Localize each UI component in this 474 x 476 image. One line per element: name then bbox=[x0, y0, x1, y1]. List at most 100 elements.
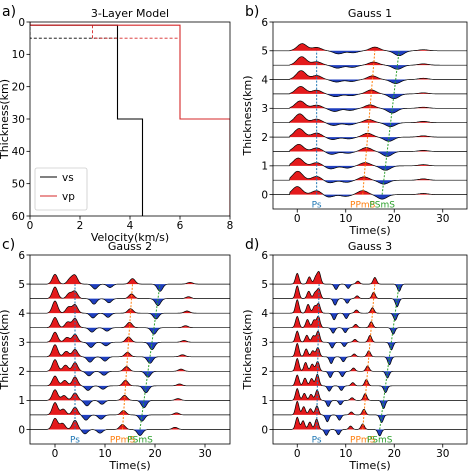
phase-label-ps: Ps bbox=[312, 201, 322, 211]
phase-label-ps: Ps bbox=[312, 436, 322, 446]
phase-label-ppms: PPmS bbox=[350, 201, 376, 211]
x-tick-label: 20 bbox=[388, 213, 401, 225]
y-tick-label: 6 bbox=[261, 250, 268, 262]
y-axis-label: Thickness(km) bbox=[0, 79, 11, 160]
x-tick-label: 10 bbox=[98, 448, 111, 460]
trace-line bbox=[273, 416, 467, 437]
series-line-vp bbox=[30, 22, 230, 216]
trace-line bbox=[30, 300, 230, 320]
phase-line-psms bbox=[381, 50, 400, 195]
x-tick-label: 0 bbox=[294, 213, 301, 225]
y-axis-label: Thickness(km) bbox=[241, 75, 254, 156]
y-tick-label: 40 bbox=[12, 146, 25, 158]
trace-line bbox=[30, 286, 230, 306]
x-tick-label: 10 bbox=[339, 448, 352, 460]
trace-line bbox=[273, 70, 467, 84]
y-tick-label: 3 bbox=[261, 337, 268, 349]
legend-label: vp bbox=[62, 191, 75, 203]
x-tick-label: 20 bbox=[148, 448, 161, 460]
trace-positive-fill bbox=[273, 171, 467, 181]
y-tick-label: 10 bbox=[12, 49, 25, 61]
y-tick-label: 1 bbox=[18, 395, 25, 407]
legend-box bbox=[34, 167, 88, 211]
trace-line bbox=[30, 417, 230, 436]
y-axis-label: Thickness(km) bbox=[241, 309, 254, 390]
trace-positive-fill bbox=[273, 113, 467, 123]
trace-positive-fill bbox=[30, 287, 230, 299]
trace-line bbox=[273, 100, 467, 114]
trace-positive-fill bbox=[30, 402, 230, 415]
x-tick-label: 0 bbox=[27, 220, 34, 232]
trace-line bbox=[273, 186, 467, 200]
trace-line bbox=[273, 400, 467, 424]
trace-line bbox=[30, 317, 230, 335]
y-tick-label: 1 bbox=[261, 161, 268, 173]
trace-positive-fill bbox=[273, 330, 467, 343]
phase-label-psms: PSmS bbox=[369, 201, 395, 211]
trace-line bbox=[273, 285, 467, 308]
phase-label-ppms: PPmS bbox=[110, 436, 136, 446]
x-tick-label: 2 bbox=[77, 220, 84, 232]
chart-title: Gauss 3 bbox=[348, 240, 392, 253]
trace-line bbox=[273, 86, 467, 100]
x-axis-label: Time(s) bbox=[348, 459, 390, 472]
trace-line bbox=[273, 143, 467, 157]
phase-label-ps: Ps bbox=[70, 436, 80, 446]
phase-label-psms: PSmS bbox=[367, 436, 393, 446]
chart-title: Gauss 2 bbox=[108, 240, 152, 253]
panel-label: b) bbox=[245, 4, 259, 20]
phase-label-psms: PSmS bbox=[127, 436, 153, 446]
y-tick-label: 3 bbox=[18, 337, 25, 349]
trace-line bbox=[30, 375, 230, 394]
trace-positive-fill bbox=[30, 332, 230, 343]
y-tick-label: 0 bbox=[18, 424, 25, 436]
axes-frame bbox=[272, 254, 468, 445]
trace-positive-fill bbox=[273, 186, 467, 195]
x-tick-label: 20 bbox=[388, 448, 401, 460]
chart-title: Gauss 1 bbox=[348, 7, 392, 20]
trace-positive-fill bbox=[30, 389, 230, 401]
trace-positive-fill bbox=[30, 418, 230, 430]
y-tick-label: 1 bbox=[261, 395, 268, 407]
axes-frame bbox=[272, 21, 468, 210]
x-tick-label: 30 bbox=[198, 448, 211, 460]
x-tick-label: 0 bbox=[294, 448, 301, 460]
trace-positive-fill bbox=[273, 316, 467, 328]
y-tick-label: 6 bbox=[261, 17, 268, 29]
x-tick-label: 8 bbox=[227, 220, 234, 232]
y-tick-label: 0 bbox=[261, 424, 268, 436]
x-tick-label: 10 bbox=[339, 213, 352, 225]
trace-line bbox=[273, 299, 467, 321]
trace-positive-fill bbox=[30, 359, 230, 372]
axes-frame bbox=[29, 254, 231, 445]
y-axis-label: Thickness(km) bbox=[0, 309, 11, 390]
trace-positive-fill bbox=[30, 274, 230, 285]
trace-line bbox=[273, 330, 467, 351]
trace-line bbox=[273, 342, 467, 366]
trace-line bbox=[273, 357, 467, 379]
y-tick-label: 5 bbox=[261, 279, 268, 291]
legend-label: vs bbox=[62, 172, 74, 184]
plot-area bbox=[30, 22, 230, 216]
y-tick-label: 3 bbox=[261, 103, 268, 115]
trace-line bbox=[273, 373, 467, 393]
trace-line bbox=[30, 344, 230, 364]
trace-positive-fill bbox=[273, 158, 467, 166]
x-tick-label: 30 bbox=[436, 213, 449, 225]
y-tick-label: 5 bbox=[261, 46, 268, 58]
y-tick-label: 0 bbox=[261, 189, 268, 201]
trace-line bbox=[273, 271, 467, 292]
trace-positive-fill bbox=[30, 300, 230, 314]
panel-label: a) bbox=[2, 4, 16, 20]
y-tick-label: 4 bbox=[261, 74, 268, 86]
series-line-vs bbox=[30, 22, 144, 216]
trace-line bbox=[273, 56, 467, 70]
y-tick-label: 20 bbox=[12, 81, 25, 93]
panel-label: d) bbox=[245, 237, 259, 253]
x-axis-label: Velocity(km/s) bbox=[91, 231, 169, 244]
